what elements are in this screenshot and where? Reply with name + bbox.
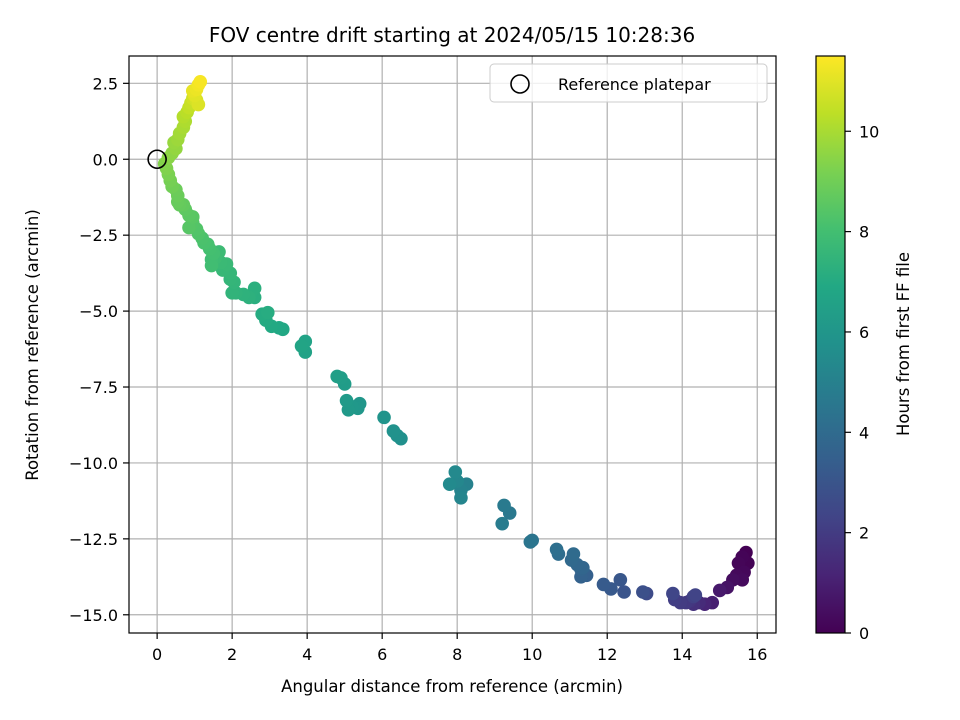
legend-box [489,63,768,103]
x-tick-label: 14 [672,645,692,664]
x-tick-label: 0 [152,645,162,664]
y-tick-label: 2.5 [93,74,118,93]
y-tick-label: −7.5 [79,378,118,397]
scatter-point [497,498,511,513]
scatter-point [666,586,680,601]
colorbar-tick-label: 10 [859,122,879,141]
scatter-point [386,424,401,438]
colorbar-tick-label: 4 [859,423,869,442]
scatter-point [549,542,564,557]
scatter-point [712,583,727,598]
grid [129,56,776,633]
scatter-point [523,535,538,549]
scatter-point [182,220,196,235]
x-tick-label: 2 [227,645,237,664]
scatter-point [566,547,581,561]
scatter-point [330,369,344,384]
scatter-point [596,577,611,592]
colorbar-tick-label: 2 [859,524,869,543]
colorbar: 0 2 4 6 8 10 Hours from first FF file [815,55,913,643]
scatter-point [204,258,219,273]
x-tick-label: 4 [302,645,312,664]
scatter-point [294,339,309,353]
scatter-point [339,393,354,408]
y-tick-label: 0.0 [93,150,118,169]
scatter-point [617,585,631,599]
y-tick-label: −2.5 [79,226,118,245]
y-tick-label: −5.0 [79,302,118,321]
plot-frame [128,55,777,634]
y-axis-ticks: 2.5 0.0 −2.5 −5.0 −7.5 −10.0 −12.5 −15.0 [69,74,129,625]
colorbar-label: Hours from first FF file [894,252,913,436]
x-tick-label: 8 [452,645,462,664]
y-axis-label: Rotation from reference (arcmin) [23,209,42,481]
colorbar-ticks: 0 2 4 6 8 10 [845,122,879,643]
scatter-point [454,491,468,505]
scatter-point [613,573,628,587]
x-axis-ticks: 0 2 4 6 8 10 12 14 16 [152,633,767,664]
x-tick-label: 6 [377,645,387,664]
scatter-point [735,573,750,587]
legend: Reference platepar [489,63,768,103]
scatter-point [225,286,239,300]
legend-label-reference-platepar: Reference platepar [558,75,711,94]
x-tick-label: 10 [522,645,542,664]
legend-marker-icon [510,74,530,94]
x-tick-label: 16 [747,645,767,664]
y-tick-label: −12.5 [69,530,118,549]
colorbar-tick-label: 8 [859,223,869,242]
colorbar-tick-label: 0 [859,624,869,643]
scatter-point [495,516,509,531]
colorbar-gradient [815,55,846,634]
scatter-point [377,410,391,425]
scatter-point [193,75,208,89]
chart-title: FOV centre drift starting at 2024/05/15 … [209,23,695,47]
scatter-point [688,588,703,602]
y-tick-label: −10.0 [69,454,118,473]
x-tick-label: 12 [597,645,617,664]
scatter-point [448,465,463,479]
x-axis-label: Angular distance from reference (arcmin) [281,677,623,696]
scatter-point [442,477,457,491]
scatter-point [636,585,650,599]
y-tick-label: −15.0 [69,606,118,625]
scatter-point [260,305,275,320]
colorbar-tick-label: 6 [859,323,869,342]
reference-platepar-marker [147,149,167,170]
scatter-points [157,75,755,611]
